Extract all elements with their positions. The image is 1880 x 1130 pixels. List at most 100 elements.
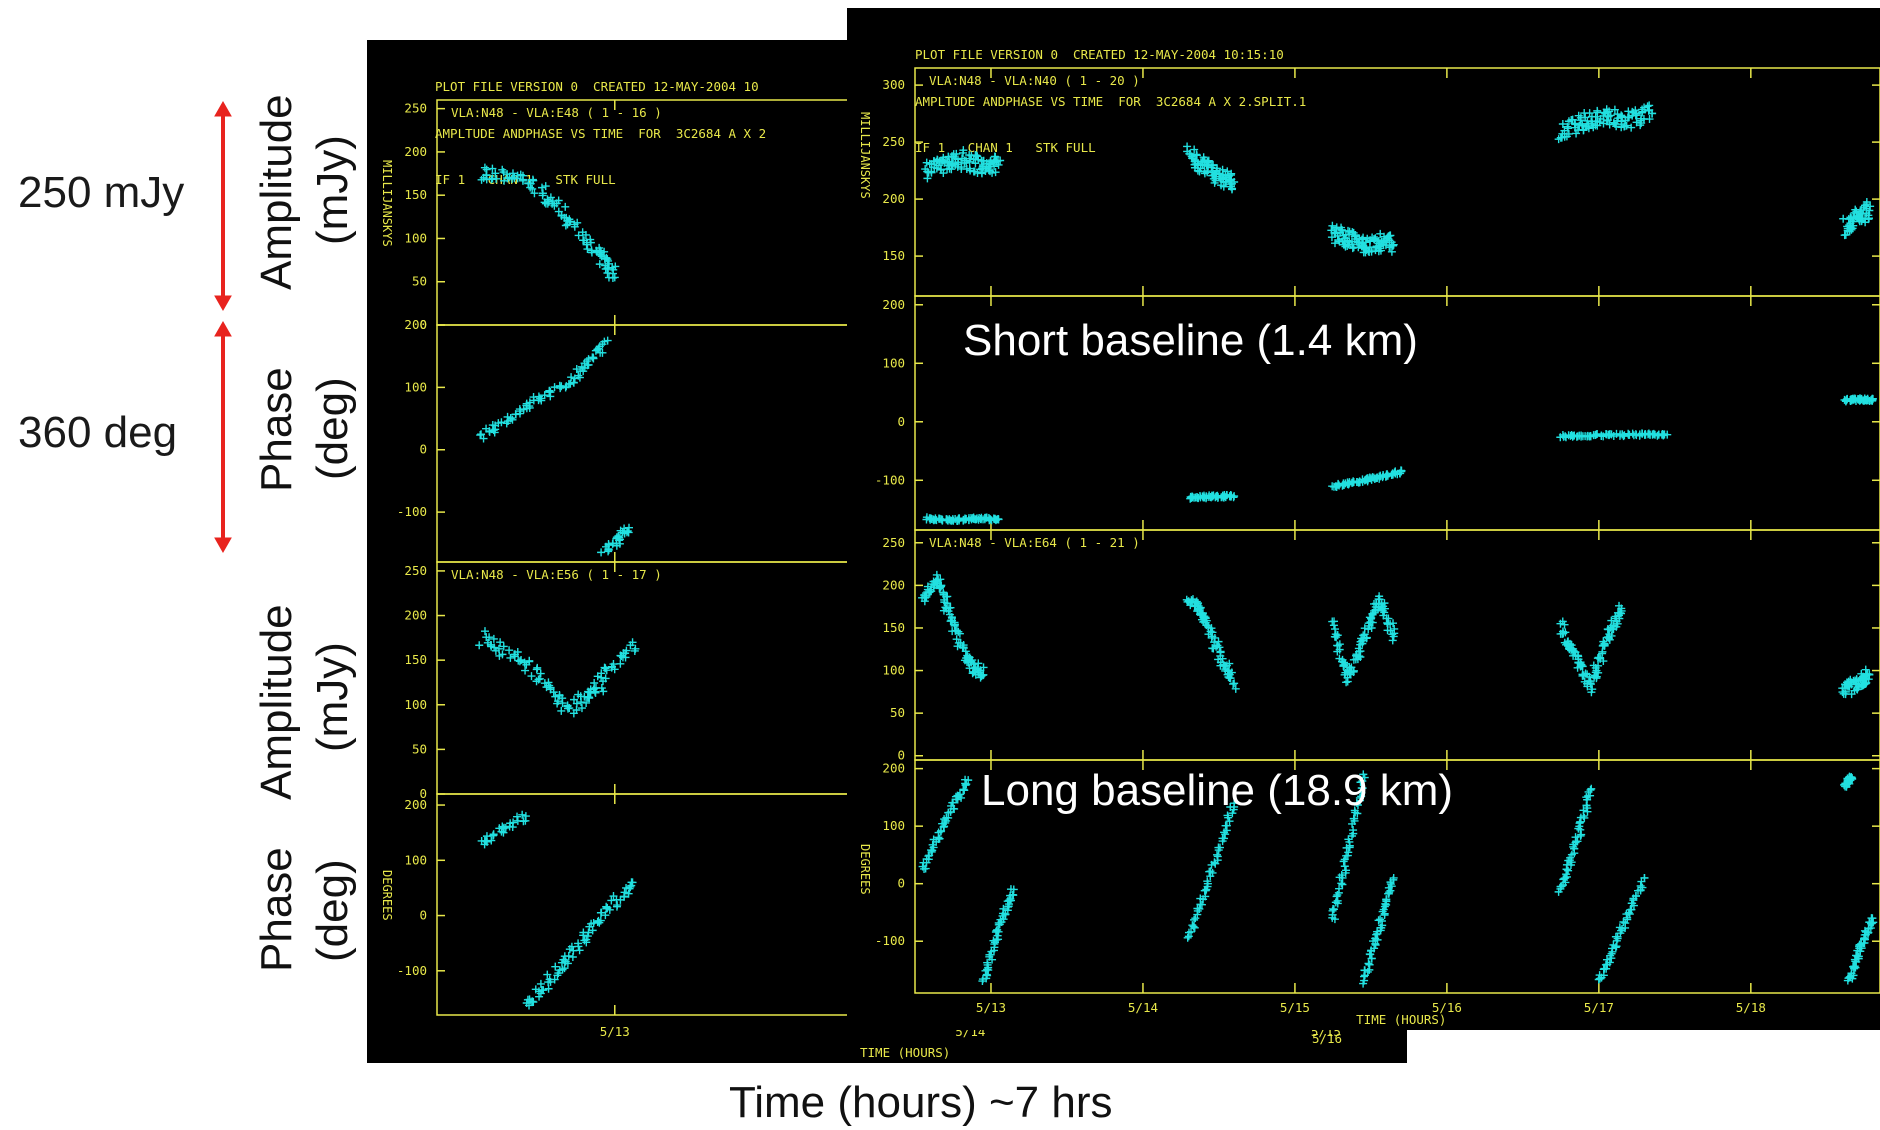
data-point xyxy=(1389,240,1398,249)
data-point xyxy=(1184,928,1193,937)
data-series xyxy=(1328,592,1399,687)
data-point xyxy=(1365,960,1374,969)
data-point xyxy=(513,812,522,821)
data-point xyxy=(1627,123,1636,132)
data-point xyxy=(1329,905,1338,914)
y-tick-label: -100 xyxy=(397,963,427,978)
data-point xyxy=(601,674,610,683)
data-point xyxy=(597,684,606,693)
data-point xyxy=(488,164,497,173)
data-point xyxy=(616,659,625,668)
data-point xyxy=(559,955,568,964)
data-point xyxy=(536,394,545,403)
data-point xyxy=(1197,900,1206,909)
data-point xyxy=(1203,877,1212,886)
data-point xyxy=(589,919,598,928)
data-point xyxy=(1190,915,1199,924)
data-point xyxy=(597,548,606,557)
data-point xyxy=(1556,133,1565,142)
data-series xyxy=(477,810,530,849)
data-point xyxy=(598,340,607,349)
data-point xyxy=(494,644,503,653)
data-point xyxy=(999,904,1008,913)
data-point xyxy=(973,152,982,161)
data-point xyxy=(536,979,545,988)
data-point xyxy=(1593,429,1602,438)
data-point xyxy=(1847,773,1856,782)
data-point xyxy=(544,678,553,687)
data-point xyxy=(626,882,635,891)
data-point xyxy=(577,704,586,713)
data-point xyxy=(1591,112,1600,121)
data-point xyxy=(962,780,971,789)
data-point xyxy=(944,808,953,817)
data-point xyxy=(1210,633,1219,642)
data-point xyxy=(1565,639,1574,648)
data-point xyxy=(534,392,543,401)
data-point xyxy=(1213,164,1222,173)
data-point xyxy=(994,160,1003,169)
data-point xyxy=(579,236,588,245)
x-tick-label: 5/15 xyxy=(1280,1000,1310,1015)
data-series xyxy=(1183,799,1239,942)
data-point xyxy=(498,650,507,659)
data-point xyxy=(1218,165,1227,174)
data-point xyxy=(961,647,970,656)
data-point xyxy=(551,962,560,971)
data-point xyxy=(991,168,1000,177)
data-point xyxy=(1377,917,1386,926)
long-baseline-label: Long baseline (18.9 km) xyxy=(981,766,1454,815)
data-point xyxy=(1615,601,1624,610)
y-tick-label: 200 xyxy=(404,797,427,812)
data-series xyxy=(1556,601,1626,697)
phase-axis-label-top-1: Phase xyxy=(252,367,301,492)
data-point xyxy=(577,698,586,707)
y-tick-label: 200 xyxy=(404,317,427,332)
data-point xyxy=(1227,668,1236,677)
data-point xyxy=(601,664,610,673)
data-series xyxy=(1840,394,1877,406)
data-point xyxy=(540,679,549,688)
data-point xyxy=(1350,814,1359,823)
x-tick-label: 5/16 xyxy=(1312,1031,1342,1046)
y-tick-label: 100 xyxy=(404,230,427,245)
data-point xyxy=(1609,940,1618,949)
data-series xyxy=(522,878,637,1010)
data-point xyxy=(575,946,584,955)
data-point xyxy=(603,903,612,912)
amplitude-scale-label: 250 mJy xyxy=(18,168,185,217)
data-point xyxy=(1206,867,1215,876)
data-series xyxy=(1186,490,1239,503)
data-series xyxy=(1843,914,1878,985)
data-point xyxy=(1328,221,1337,230)
data-point xyxy=(1187,596,1196,605)
data-point xyxy=(589,354,598,363)
data-point xyxy=(1865,214,1874,223)
data-point xyxy=(1333,890,1342,899)
data-point xyxy=(1612,122,1621,131)
data-point xyxy=(546,683,555,692)
data-point xyxy=(955,629,964,638)
data-point xyxy=(1222,661,1231,670)
data-point xyxy=(954,792,963,801)
data-point xyxy=(1663,430,1672,439)
data-series xyxy=(1839,197,1875,240)
data-point xyxy=(979,156,988,165)
data-point xyxy=(1387,882,1396,891)
data-point xyxy=(1388,636,1397,645)
x-tick-label: 5/13 xyxy=(600,1024,630,1039)
data-point xyxy=(925,159,934,168)
data-point xyxy=(1378,907,1387,916)
data-point xyxy=(511,410,520,419)
data-point xyxy=(1631,106,1640,115)
y-tick-label: 50 xyxy=(412,741,427,756)
data-point xyxy=(628,638,637,647)
data-point xyxy=(1866,202,1875,211)
data-point xyxy=(1359,233,1368,242)
data-point xyxy=(506,819,515,828)
data-point xyxy=(1564,866,1573,875)
x-tick-label: 5/14 xyxy=(1128,1000,1158,1015)
data-point xyxy=(590,679,599,688)
data-point xyxy=(947,165,956,174)
data-point xyxy=(1558,120,1567,129)
